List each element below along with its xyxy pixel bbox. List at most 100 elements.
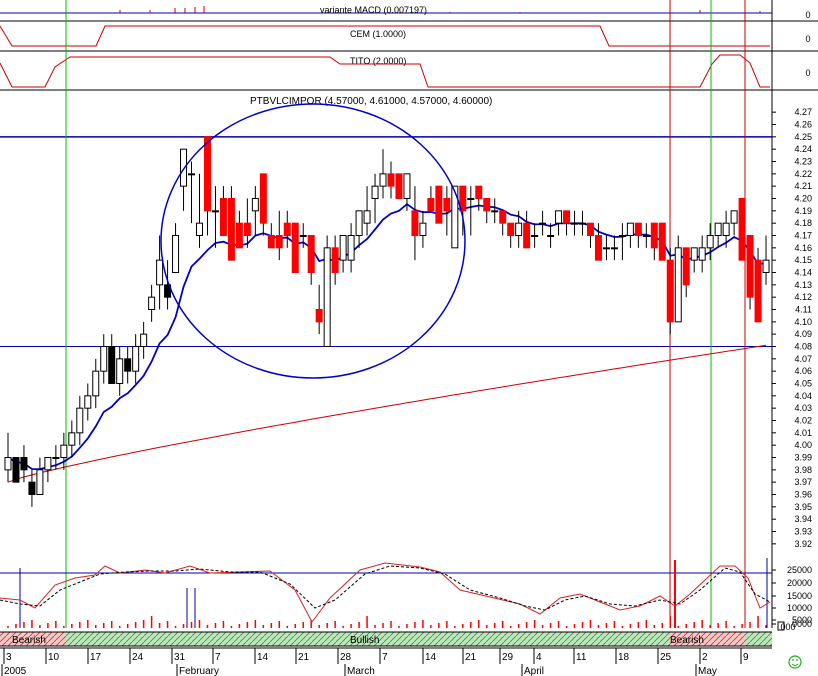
x-day-label: 17 xyxy=(90,652,102,663)
candle-body xyxy=(4,457,12,471)
candle-body xyxy=(227,198,235,261)
candle xyxy=(60,432,68,470)
candle-body xyxy=(730,210,738,224)
candle xyxy=(148,284,156,322)
candle xyxy=(108,334,116,384)
candle xyxy=(475,185,483,211)
candle xyxy=(427,186,435,212)
candle xyxy=(618,223,626,261)
y-tick-label: 4.26 xyxy=(794,120,812,130)
candle-body xyxy=(180,148,188,187)
candle-body xyxy=(379,173,387,187)
candle xyxy=(571,210,579,236)
candle-body xyxy=(419,222,427,237)
candle xyxy=(235,210,243,249)
y-tick-label: 3.99 xyxy=(794,453,812,463)
candle xyxy=(36,457,44,496)
candle-body xyxy=(523,222,531,249)
candle-body xyxy=(602,247,610,250)
y-tick-label: 4.09 xyxy=(794,329,812,339)
candle xyxy=(140,321,148,359)
x-day-label: 21 xyxy=(298,652,310,663)
x-day-label: 21 xyxy=(465,652,477,663)
long-moving-average xyxy=(7,344,767,483)
candle-body xyxy=(626,222,634,237)
candle xyxy=(164,260,172,310)
candle xyxy=(706,223,714,261)
candle-body xyxy=(76,407,84,434)
candle-body xyxy=(698,247,706,261)
cem-line xyxy=(0,25,770,47)
y-tick-label: 4.24 xyxy=(794,144,812,154)
candle-body xyxy=(547,235,555,237)
candle xyxy=(459,185,467,236)
candle-body xyxy=(578,222,586,225)
candle xyxy=(76,395,84,446)
candle-body xyxy=(586,222,594,237)
candle xyxy=(44,457,52,483)
candle xyxy=(626,222,634,248)
candle-body xyxy=(108,346,116,384)
candle xyxy=(291,222,299,274)
candle-body xyxy=(475,185,483,200)
smiley-eye xyxy=(792,659,794,661)
candle-body xyxy=(100,346,108,372)
macd-label: variante MACD (0.007197) xyxy=(320,5,427,15)
x-day-label: 11 xyxy=(576,652,587,663)
candle-body xyxy=(435,185,443,224)
x-day-label: 18 xyxy=(618,652,630,663)
x-day-label: 7 xyxy=(215,652,221,663)
y-tick-label: 4.15 xyxy=(794,255,812,265)
candle-body xyxy=(156,259,164,286)
candle-body xyxy=(443,198,451,212)
volume-tick-label: 0000 xyxy=(792,619,812,629)
volume-tick-label: 10000 xyxy=(787,603,812,613)
candle-body xyxy=(283,222,291,237)
candle xyxy=(555,210,563,236)
candle-body xyxy=(571,222,579,225)
candle xyxy=(419,210,427,248)
y-tick-label: 4.20 xyxy=(794,194,812,204)
cem-label: CEM (1.0000) xyxy=(350,29,406,39)
candle xyxy=(411,186,419,261)
y-tick-label: 4.06 xyxy=(794,366,812,376)
candle-body xyxy=(331,247,339,273)
candle xyxy=(315,284,323,335)
candle-body xyxy=(20,457,28,471)
oscillator-k-line xyxy=(0,562,771,623)
candle-body xyxy=(395,173,403,199)
y-tick-label: 4.23 xyxy=(794,157,812,167)
candle-body xyxy=(116,358,124,385)
candle xyxy=(602,235,610,261)
candle-body xyxy=(195,222,203,237)
candle-body xyxy=(363,210,371,224)
candle-body xyxy=(203,136,211,212)
candle xyxy=(690,247,698,273)
y-tick-label: 4.16 xyxy=(794,243,812,253)
bullish-band-hatch xyxy=(745,632,772,646)
candle-body xyxy=(746,235,754,298)
candle-body xyxy=(124,358,132,372)
candle-body xyxy=(188,173,196,176)
candle-body xyxy=(52,457,60,459)
candle xyxy=(746,235,754,310)
candle xyxy=(467,186,475,236)
candle-body xyxy=(355,210,363,236)
candle-body xyxy=(754,259,762,323)
candle xyxy=(674,235,682,323)
candle xyxy=(435,185,443,224)
candle xyxy=(299,223,307,248)
candle xyxy=(355,210,363,248)
candle xyxy=(578,210,586,236)
candle-body xyxy=(84,395,92,409)
candle-body xyxy=(762,259,770,273)
candle xyxy=(634,222,642,248)
candle-body xyxy=(563,210,571,224)
candle-body xyxy=(36,469,44,496)
candle-body xyxy=(491,210,499,213)
candle xyxy=(203,136,211,236)
candle xyxy=(547,223,555,248)
candle xyxy=(116,346,124,396)
y-tick-label: 4.17 xyxy=(794,231,812,241)
candle xyxy=(124,346,132,384)
